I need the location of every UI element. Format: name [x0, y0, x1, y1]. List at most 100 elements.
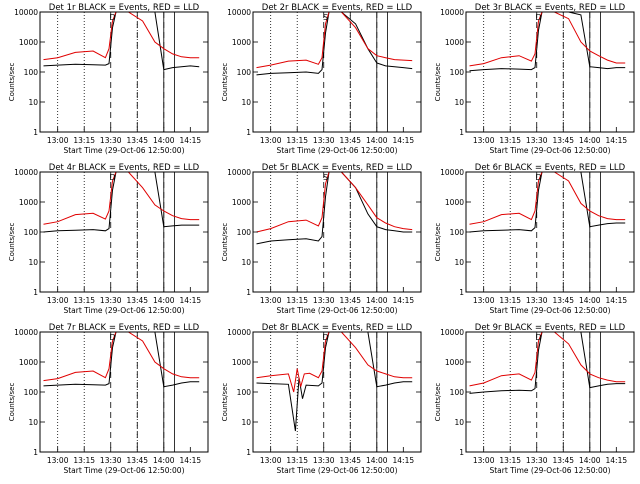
x-tick-label: 14:00 — [153, 456, 175, 465]
markers — [57, 172, 175, 292]
y-tick-label: 10000 — [440, 328, 464, 337]
x-tick-label: 13:30 — [100, 136, 122, 145]
plot-frame — [39, 171, 209, 293]
plot-frame — [39, 331, 209, 453]
y-tick-label: 10000 — [440, 8, 464, 17]
y-tick-label: 1 — [33, 448, 38, 457]
y-tick-label: 10 — [241, 258, 251, 267]
x-tick-label: 13:45 — [552, 136, 574, 145]
y-tick-label: 100 — [450, 68, 465, 77]
lld-series-line — [43, 172, 200, 225]
events-series-line — [469, 332, 626, 394]
x-tick-label: 13:45 — [339, 296, 361, 305]
panel-title: Det 6r BLACK = Events, RED = LLD — [475, 163, 626, 173]
y-tick-label: 10 — [454, 98, 464, 107]
y-axis-label: Counts/sec — [221, 63, 229, 102]
x-tick-label: 13:15 — [73, 136, 95, 145]
y-tick-label: 1 — [459, 288, 464, 297]
flag-label: D — [109, 333, 115, 342]
panel-title: Det 2r BLACK = Events, RED = LLD — [262, 3, 413, 13]
y-tick-label: 1 — [459, 448, 464, 457]
y-tick-label: 10 — [454, 258, 464, 267]
x-tick-label: 14:15 — [393, 456, 415, 465]
x-axis-label: Start Time (29-Oct-06 12:50:00) — [489, 146, 610, 155]
markers — [57, 332, 175, 452]
x-tick-label: 13:45 — [339, 456, 361, 465]
y-tick-label: 1000 — [19, 198, 38, 207]
x-tick-label: 13:45 — [126, 456, 148, 465]
y-tick-label: 1 — [459, 128, 464, 137]
x-axis-label: Start Time (29-Oct-06 12:50:00) — [63, 466, 184, 475]
x-tick-label: 13:45 — [126, 296, 148, 305]
y-tick-label: 1 — [246, 288, 251, 297]
y-tick-label: 10 — [28, 258, 38, 267]
y-tick-label: 10 — [28, 418, 38, 427]
events-series-line — [43, 172, 200, 233]
y-axis-label: Counts/sec — [434, 223, 442, 262]
x-tick-label: 14:15 — [393, 136, 415, 145]
x-tick-label: 13:15 — [286, 456, 308, 465]
x-tick-label: 13:30 — [526, 136, 548, 145]
y-tick-label: 100 — [24, 68, 39, 77]
panel-title: Det 3r BLACK = Events, RED = LLD — [475, 3, 626, 13]
y-tick-label: 100 — [237, 388, 252, 397]
plot-frame — [252, 331, 422, 453]
x-tick-label: 14:15 — [393, 296, 415, 305]
x-tick-label: 13:45 — [126, 136, 148, 145]
panel-title: Det 1r BLACK = Events, RED = LLD — [49, 3, 200, 13]
x-tick-label: 13:30 — [526, 456, 548, 465]
y-axis-label: Counts/sec — [221, 223, 229, 262]
x-tick-label: 13:00 — [47, 296, 69, 305]
x-tick-label: 13:30 — [100, 296, 122, 305]
x-axis-label: Start Time (29-Oct-06 12:50:00) — [276, 306, 397, 315]
markers — [483, 172, 601, 292]
markers — [483, 332, 601, 452]
events-series-line — [256, 332, 413, 432]
y-tick-label: 1 — [33, 288, 38, 297]
y-tick-label: 10000 — [227, 168, 251, 177]
y-tick-label: 1000 — [232, 198, 251, 207]
y-tick-label: 10000 — [14, 328, 38, 337]
flag-label: D — [109, 13, 115, 22]
lld-series-line — [256, 332, 413, 393]
y-tick-label: 10 — [241, 98, 251, 107]
x-tick-label: 13:00 — [260, 456, 282, 465]
lld-series-line — [43, 12, 200, 61]
x-tick-label: 13:15 — [286, 136, 308, 145]
y-tick-label: 1000 — [19, 38, 38, 47]
x-tick-label: 14:00 — [579, 456, 601, 465]
x-tick-label: 13:30 — [313, 456, 335, 465]
panel-title: Det 8r BLACK = Events, RED = LLD — [262, 323, 413, 333]
y-tick-label: 1 — [246, 128, 251, 137]
y-tick-label: 100 — [24, 388, 39, 397]
y-tick-label: 10000 — [14, 8, 38, 17]
y-tick-label: 1000 — [445, 198, 464, 207]
x-axis-label: Start Time (29-Oct-06 12:50:00) — [489, 466, 610, 475]
lld-series-line — [256, 172, 413, 233]
x-tick-label: 13:45 — [339, 136, 361, 145]
plot-frame — [465, 11, 635, 133]
x-axis-label: Start Time (29-Oct-06 12:50:00) — [276, 146, 397, 155]
flag-label: D — [109, 173, 115, 182]
x-tick-label: 13:15 — [499, 456, 521, 465]
lld-series-line — [469, 12, 626, 67]
y-tick-label: 100 — [24, 228, 39, 237]
flag-label: D — [535, 173, 541, 182]
x-tick-label: 14:15 — [606, 456, 628, 465]
x-tick-label: 13:00 — [473, 136, 495, 145]
x-axis-label: Start Time (29-Oct-06 12:50:00) — [63, 146, 184, 155]
y-tick-label: 10000 — [227, 8, 251, 17]
y-axis-label: Counts/sec — [221, 383, 229, 422]
events-series-line — [43, 332, 200, 388]
plot-frame — [465, 171, 635, 293]
y-tick-label: 10000 — [227, 328, 251, 337]
events-series-line — [43, 12, 200, 71]
y-axis-label: Counts/sec — [434, 383, 442, 422]
